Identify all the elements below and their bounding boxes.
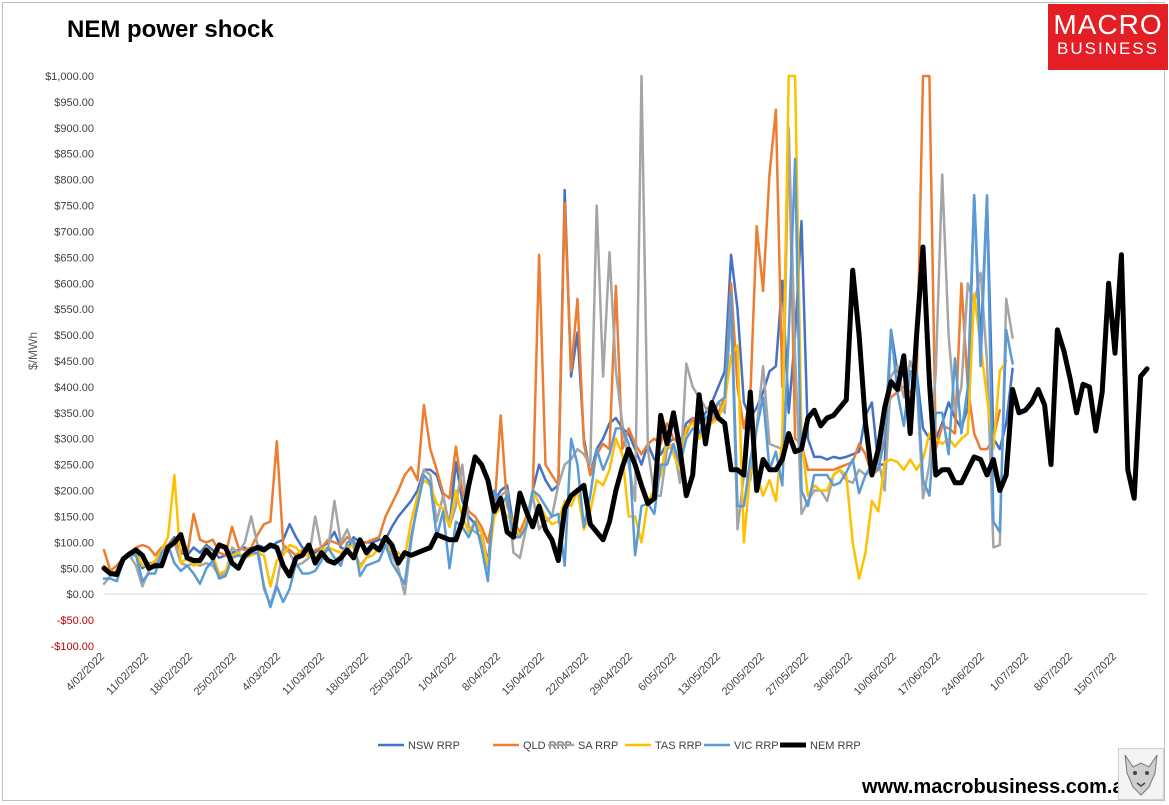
y-tick-label: -$100.00 <box>51 641 94 653</box>
series-line-nem-rrp <box>101 244 1150 579</box>
legend: NSW RRP QLD RRP SA RRP TAS RRP VIC RRP NEM RR… <box>378 740 861 752</box>
chart-title: NEM power shock <box>67 16 274 43</box>
x-tick-label: 8/04/2022 <box>460 651 503 694</box>
x-tick-label: 11/03/2022 <box>280 651 327 698</box>
x-tick-label: 25/02/2022 <box>192 651 239 698</box>
y-tick-label: $600.00 <box>54 278 94 290</box>
x-tick-label: 18/03/2022 <box>324 651 371 698</box>
logo-line1: MACRO <box>1053 9 1163 40</box>
x-tick-label: 20/05/2022 <box>720 651 767 698</box>
legend-label-tas-rrp: TAS RRP <box>655 740 702 752</box>
x-tick-label: 13/05/2022 <box>676 651 723 698</box>
legend-label-vic-rrp: VIC RRP <box>734 740 779 752</box>
y-tick-label: $750.00 <box>54 201 94 213</box>
y-tick-label: $350.00 <box>54 408 94 420</box>
y-tick-label: $400.00 <box>54 382 94 394</box>
y-tick-label: $0.00 <box>66 589 94 601</box>
y-tick-label: -$50.00 <box>57 615 94 627</box>
y-tick-label: $850.00 <box>54 149 94 161</box>
y-tick-label: $500.00 <box>54 330 94 342</box>
y-tick-label: $100.00 <box>54 537 94 549</box>
website-url[interactable]: www.macrobusiness.com.au <box>862 776 1136 798</box>
y-tick-label: $50.00 <box>60 563 94 575</box>
x-tick-label: 4/03/2022 <box>240 651 283 694</box>
series-line-tas-rrp <box>102 74 1008 588</box>
series-line-sa-rrp <box>102 74 1014 606</box>
wolf-icon <box>1118 748 1164 800</box>
x-tick-label: 3/06/2022 <box>812 651 855 694</box>
y-tick-label: $800.00 <box>54 175 94 187</box>
y-tick-label: $200.00 <box>54 486 94 498</box>
x-tick-label: 15/04/2022 <box>500 651 547 698</box>
x-tick-label: 18/02/2022 <box>148 651 195 698</box>
x-tick-label: 22/04/2022 <box>544 651 591 698</box>
y-tick-label: $1,000.00 <box>45 71 94 83</box>
series-line-qld-rrp <box>102 74 1002 573</box>
y-tick-label: $950.00 <box>54 97 94 109</box>
x-tick-label: 27/05/2022 <box>764 651 811 698</box>
x-tick-label: 17/06/2022 <box>896 651 943 698</box>
x-tick-label: 8/07/2022 <box>1032 651 1075 694</box>
x-tick-label: 1/07/2022 <box>988 651 1031 694</box>
x-tick-label: 24/06/2022 <box>940 651 987 698</box>
x-tick-label: 4/02/2022 <box>64 651 107 694</box>
brand-logo[interactable]: MACRO BUSINESS <box>1048 4 1168 70</box>
x-tick-label: 11/02/2022 <box>104 651 151 698</box>
y-tick-label: $250.00 <box>54 460 94 472</box>
y-tick-label: $450.00 <box>54 356 94 368</box>
legend-label-qld-rrp: QLD RRP <box>523 740 572 752</box>
x-tick-label: 6/05/2022 <box>636 651 679 694</box>
y-tick-label: $700.00 <box>54 226 94 238</box>
y-axis: -$100.00 -$50.00 $0.00 $50.00 $100.00 $150.00… <box>45 71 1147 653</box>
legend-label-sa-rrp: SA RRP <box>578 740 618 752</box>
x-tick-label: 25/03/2022 <box>368 651 415 698</box>
x-tick-label: 10/06/2022 <box>852 651 899 698</box>
y-tick-label: $650.00 <box>54 252 94 264</box>
y-tick-label: $900.00 <box>54 123 94 135</box>
legend-label-nsw-rrp: NSW RRP <box>408 740 460 752</box>
y-tick-label: $550.00 <box>54 304 94 316</box>
logo-line2: BUSINESS <box>1057 39 1159 58</box>
x-tick-label: 29/04/2022 <box>588 651 635 698</box>
x-tick-label: 1/04/2022 <box>416 651 459 694</box>
plot-area <box>101 74 1150 609</box>
x-tick-label: 15/07/2022 <box>1072 651 1119 698</box>
legend-label-nem-rrp: NEM RRP <box>810 740 861 752</box>
y-tick-label: $150.00 <box>54 511 94 523</box>
y-tick-label: $300.00 <box>54 434 94 446</box>
series-line-vic-rrp <box>102 157 1014 609</box>
